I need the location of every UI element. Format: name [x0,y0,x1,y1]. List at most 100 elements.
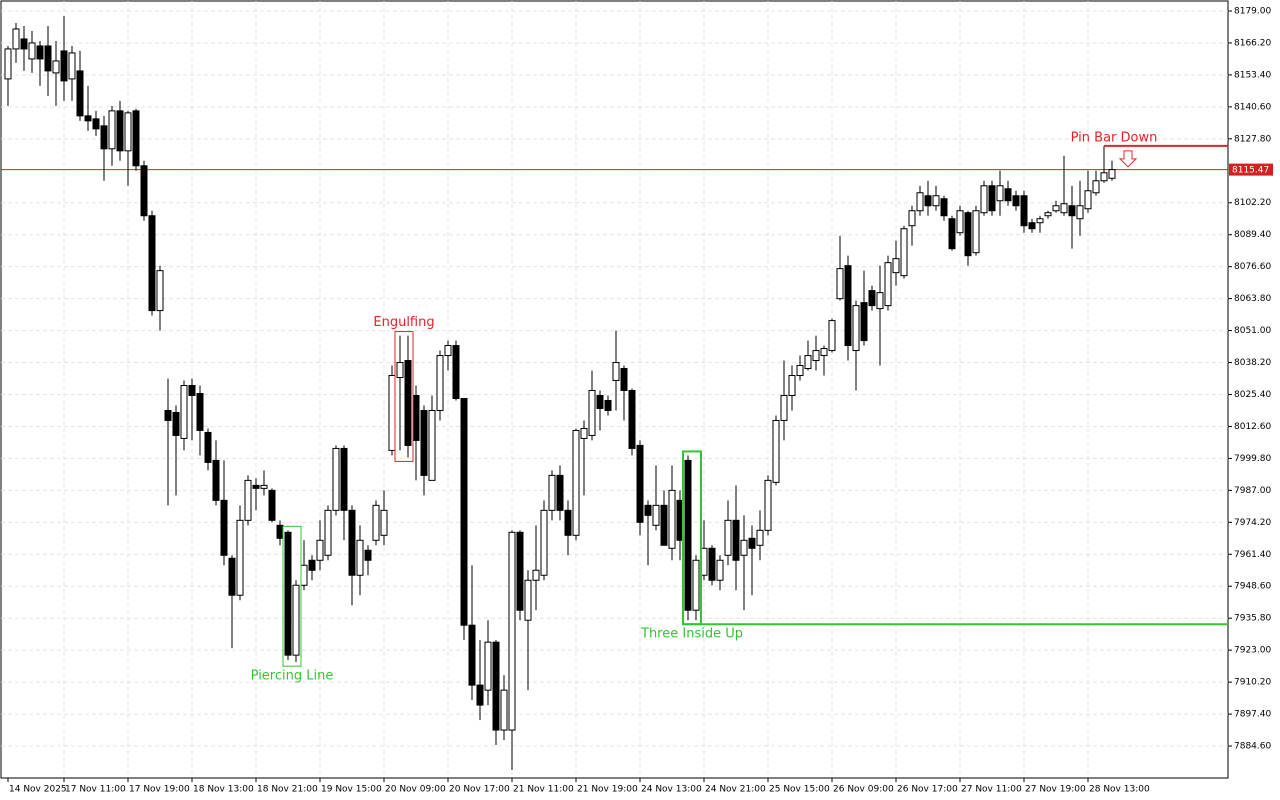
candle-body [236,519,244,596]
x-tick-label: 17 Nov 11:00 [65,785,126,795]
candle-body [772,419,780,483]
candle-body [1004,188,1012,202]
y-tick-label: 8102.20 [1234,198,1271,208]
candle-body [164,409,172,421]
candle-body [588,389,596,436]
candle-body [396,362,404,379]
candle-body [796,365,804,377]
candle-body [916,192,924,212]
candle-body [372,504,380,541]
candle-body [244,479,252,521]
candle-body [788,375,796,396]
candle-body [412,394,420,441]
candle-body [1052,205,1060,212]
y-tick-label: 8166.20 [1234,38,1271,48]
candle-body [964,212,972,257]
x-tick-label: 24 Nov 21:00 [705,785,766,795]
candle-body [444,345,452,357]
candle-body [348,509,356,576]
candle-body [780,394,788,421]
y-tick-label: 8153.40 [1234,70,1271,80]
candle-body [548,474,556,511]
candle-body [36,45,44,60]
candle-body [276,524,284,539]
y-tick-label: 8025.40 [1234,390,1271,400]
candle-body [60,50,68,82]
current-price-label: 8115.47 [1232,166,1269,176]
plot-frame [0,0,1229,779]
y-tick-label: 7987.00 [1234,486,1271,496]
candle-body [460,397,468,626]
candle-body [356,539,364,576]
y-tick-label: 7961.40 [1234,550,1271,560]
x-tick-label: 14 Nov 2025 [9,785,67,795]
y-tick-label: 7948.60 [1234,582,1271,592]
candle-body [388,375,396,451]
candle-body [820,348,828,357]
y-tick-label: 8012.60 [1234,422,1271,432]
candle-body [196,392,204,431]
candle-body [492,641,500,731]
y-tick-label: 8076.60 [1234,262,1271,272]
candle-body [516,531,524,611]
candle-body [44,45,52,72]
x-tick-label: 25 Nov 15:00 [769,785,830,795]
y-tick-label: 7923.00 [1234,646,1271,656]
y-tick-label: 8063.80 [1234,294,1271,304]
y-tick-label: 8038.20 [1234,358,1271,368]
candle-body [940,198,948,217]
pattern-label: Pin Bar Down [1071,130,1158,145]
candle-body [716,559,724,581]
candle-body [836,268,844,300]
x-tick-label: 27 Nov 11:00 [961,785,1022,795]
candle-body [812,350,820,362]
candle-body [980,185,988,214]
candle-body [340,447,348,511]
x-tick-label: 20 Nov 17:00 [449,785,510,795]
y-tick-label: 7910.20 [1234,678,1271,688]
candle-body [484,641,492,691]
pattern-label: Piercing Line [251,669,334,684]
candle-body [684,459,692,611]
candle-body [1044,212,1052,217]
x-tick-label: 26 Nov 09:00 [833,785,894,795]
candle-body [988,185,996,212]
candle-body [124,112,132,152]
candle-body [644,504,652,516]
candle-body [740,539,748,556]
candle-body [724,519,732,556]
pattern-label: Engulfing [373,315,434,330]
candle-body [500,689,508,731]
candle-body [140,165,148,217]
candle-body [4,48,12,80]
pattern-label: Three Inside Up [640,627,743,642]
pattern-box [394,331,414,462]
candle-body [148,215,156,312]
y-tick-label: 8051.00 [1234,326,1271,336]
candle-body [668,489,676,549]
candle-body [996,185,1004,202]
candle-body [580,427,588,439]
candle-body [260,484,268,489]
candle-body [876,292,884,310]
candle-body [564,509,572,536]
x-tick-label: 27 Nov 19:00 [1025,785,1086,795]
candle-body [884,262,892,307]
candle-body [524,579,532,621]
y-tick-label: 8089.40 [1234,230,1271,240]
candle-body [748,537,756,549]
candle-body [108,110,116,150]
candle-body [908,210,916,227]
candle-body [1100,172,1108,182]
candle-body [428,409,436,481]
candle-body [636,444,644,523]
candle-body [52,60,60,74]
candle-body [404,360,412,446]
candle-body [1020,195,1028,227]
candle-body [132,110,140,167]
candle-body [324,509,332,556]
candle-body [596,394,604,409]
candle-body [452,345,460,399]
